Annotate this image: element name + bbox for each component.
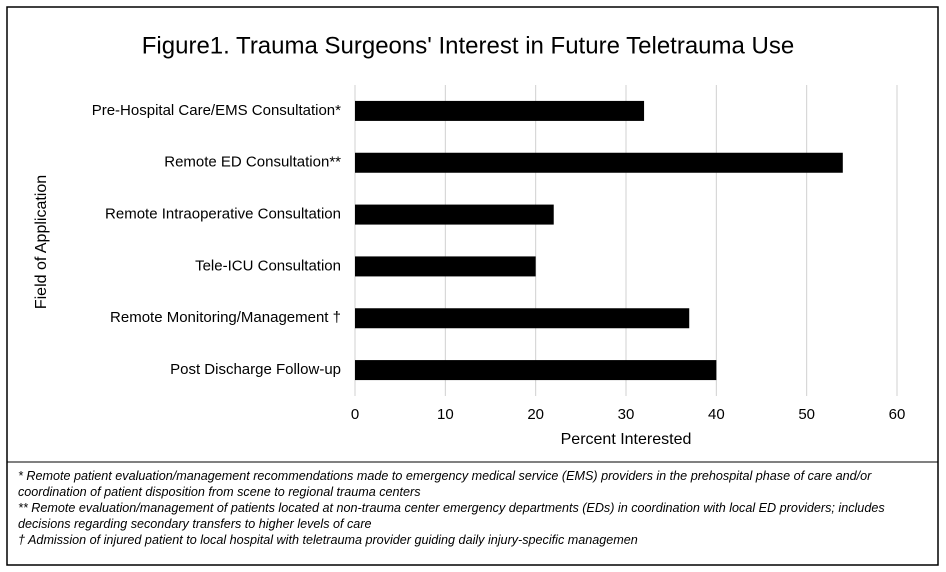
chart-title: Figure1. Trauma Surgeons' Interest in Fu… [142, 32, 794, 59]
footnote: * Remote patient evaluation/management r… [18, 469, 872, 499]
x-tick-label: 0 [351, 406, 359, 423]
y-tick-label: Tele-ICU Consultation [195, 257, 341, 274]
bar [355, 360, 717, 381]
x-tick-label: 10 [437, 406, 454, 423]
x-tick-label: 60 [889, 406, 906, 423]
footnote: † Admission of injured patient to local … [18, 533, 638, 547]
bar [355, 100, 645, 121]
x-axis-label: Percent Interested [561, 431, 692, 448]
y-tick-label: Remote Monitoring/Management † [110, 309, 341, 326]
x-tick-label: 40 [708, 406, 725, 423]
x-tick-label: 30 [618, 406, 635, 423]
footnote: ** Remote evaluation/management of patie… [18, 501, 885, 531]
x-tick-label: 20 [527, 406, 544, 423]
x-tick-label: 50 [798, 406, 815, 423]
y-tick-label: Post Discharge Follow-up [170, 361, 341, 378]
y-axis-label: Field of Application [33, 175, 50, 309]
y-tick-label: Pre-Hospital Care/EMS Consultation* [92, 102, 341, 119]
y-tick-label: Remote Intraoperative Consultation [105, 206, 341, 223]
bar [355, 152, 843, 173]
frame [6, 6, 939, 566]
bar [355, 204, 554, 225]
bar [355, 308, 690, 329]
footnotes: * Remote patient evaluation/management r… [18, 468, 923, 548]
y-tick-label: Remote ED Consultation** [164, 154, 341, 171]
bar [355, 256, 536, 277]
